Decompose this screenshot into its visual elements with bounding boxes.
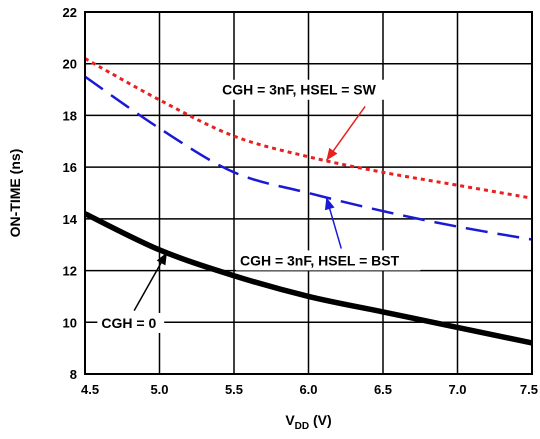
plot-frame-layer bbox=[84, 11, 533, 375]
annotation-label: CGH = 3nF, HSEL = BST bbox=[240, 252, 400, 268]
y-axis-title: ON-TIME (ns) bbox=[7, 149, 23, 238]
annotation-label: CGH = 0 bbox=[101, 315, 156, 331]
y-tick-label: 12 bbox=[63, 264, 77, 279]
grid-lines bbox=[84, 11, 533, 375]
annotation-arrow-head bbox=[326, 147, 338, 161]
plot-frame bbox=[84, 11, 533, 375]
series-line-2 bbox=[83, 211, 533, 346]
x-title-sub: DD bbox=[295, 421, 309, 432]
x-tick-label: 7.5 bbox=[520, 382, 538, 397]
y-tick-label: 22 bbox=[63, 5, 77, 20]
annotations: CGH = 3nF, HSEL = SW CGH = 3nF, HSEL = BS… bbox=[97, 79, 421, 333]
y-tick-label: 10 bbox=[63, 315, 77, 330]
x-title-main: V bbox=[285, 412, 295, 428]
tick-labels: 4.5 5.0 5.5 6.0 6.5 7.0 7.5 8 10 12 14 16 18 20 22 bbox=[63, 5, 538, 397]
x-title-unit: (V) bbox=[309, 412, 332, 428]
x-tick-label: 6.0 bbox=[299, 382, 317, 397]
y-tick-label: 20 bbox=[63, 57, 77, 72]
annotation-arrow-head bbox=[156, 252, 167, 266]
y-tick-label: 8 bbox=[70, 367, 77, 382]
x-tick-label: 6.5 bbox=[374, 382, 392, 397]
axis-titles: VDD (V) ON-TIME (ns) bbox=[7, 149, 332, 432]
annotation-label: CGH = 3nF, HSEL = SW bbox=[222, 82, 377, 98]
x-axis-title: VDD (V) bbox=[285, 412, 331, 432]
annotation-bg bbox=[235, 250, 421, 271]
y-tick-label: 18 bbox=[63, 108, 77, 123]
y-tick-label: 14 bbox=[63, 212, 78, 227]
x-tick-label: 5.5 bbox=[225, 382, 243, 397]
annotation-arrow-head bbox=[324, 197, 335, 211]
x-tick-label: 7.0 bbox=[448, 382, 466, 397]
y-tick-label: 16 bbox=[63, 160, 77, 175]
annotation-bg bbox=[218, 79, 395, 100]
x-tick-label: 5.0 bbox=[150, 382, 168, 397]
series-layer bbox=[83, 57, 533, 346]
x-tick-label: 4.5 bbox=[81, 382, 99, 397]
annotation-bg bbox=[97, 312, 165, 333]
